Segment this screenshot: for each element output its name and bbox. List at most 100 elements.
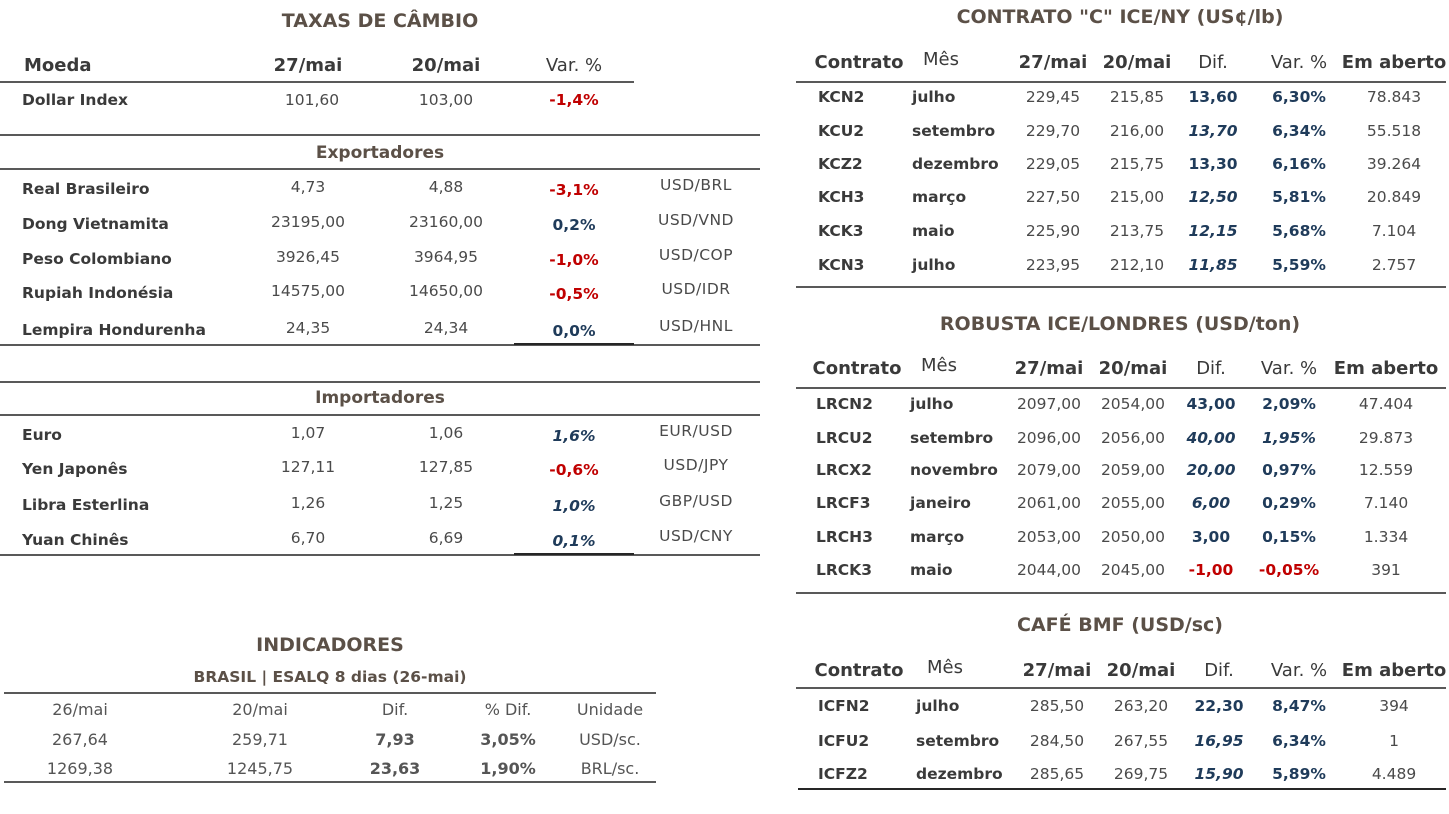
indicadores-header: Dif. (381, 700, 409, 719)
contract-code: LRCH3 (816, 528, 873, 546)
column-header: Var. % (1270, 660, 1328, 681)
contract-code: LRCX2 (816, 461, 872, 479)
value-date-1: 229,45 (1025, 88, 1081, 106)
value-open-interest: 7.104 (1371, 222, 1417, 240)
section-rule (0, 381, 760, 383)
value-date-2: 1,25 (428, 494, 464, 512)
value-date-2: 23160,00 (409, 213, 483, 231)
value-date-1: 24,35 (285, 319, 331, 337)
cambio-title: TAXAS DE CÂMBIO (281, 10, 479, 32)
indicadores-cell: 7,93 (375, 730, 415, 749)
column-header: Mês (927, 657, 963, 678)
column-header: Em aberto (1341, 52, 1447, 73)
value-var: 5,81% (1272, 188, 1326, 206)
currency-pair: GBP/USD (659, 492, 733, 510)
value-date-2: 2059,00 (1100, 461, 1166, 479)
value-var: 5,89% (1272, 765, 1326, 783)
value-date-1: 1,26 (290, 494, 326, 512)
value-date-1: 229,70 (1025, 122, 1081, 140)
value-open-interest: 1 (1389, 732, 1399, 750)
column-header: Contrato (812, 358, 902, 379)
value-date-2: 2050,00 (1100, 528, 1166, 546)
value-date-1: 285,65 (1029, 765, 1085, 783)
value-open-interest: 47.404 (1358, 395, 1414, 413)
indicadores-header: 20/mai (232, 700, 288, 719)
contract-code: ICFZ2 (818, 765, 868, 783)
value-date-1: 284,50 (1029, 732, 1085, 750)
value-var: 2,09% (1262, 395, 1316, 413)
section-rule-accent (514, 553, 634, 555)
indicadores-rule (4, 692, 656, 694)
value-var: 0,1% (552, 532, 596, 550)
value-dif: 6,00 (1191, 494, 1231, 512)
value-date-1: 223,95 (1025, 256, 1081, 274)
importers-title: Importadores (315, 388, 445, 408)
value-date-1: 2061,00 (1016, 494, 1082, 512)
column-header: 20/mai (1098, 358, 1168, 379)
header-moeda: Moeda (24, 55, 92, 76)
indicadores-cell: 3,05% (480, 730, 536, 749)
currency-pair: USD/VND (658, 211, 734, 229)
value-date-1: 6,70 (290, 529, 326, 547)
value-date-2: 215,75 (1109, 155, 1165, 173)
header-rule (796, 81, 1446, 83)
contract-code: KCN3 (818, 256, 865, 274)
indicadores-cell: 1,90% (480, 759, 536, 778)
value-date-2: 24,34 (423, 319, 469, 337)
value-open-interest: 4.489 (1371, 765, 1417, 783)
value-date-2: 4,88 (428, 178, 464, 196)
contract-code: ICFN2 (818, 697, 870, 715)
contract-code: KCH3 (818, 188, 865, 206)
indicadores-cell: 1245,75 (226, 759, 294, 778)
value-date-2: 215,00 (1109, 188, 1165, 206)
indicadores-header: 26/mai (52, 700, 108, 719)
value-var: -1,4% (549, 91, 599, 109)
header-date-1: 27/mai (273, 55, 343, 76)
value-open-interest: 7.140 (1363, 494, 1409, 512)
contract-code: LRCU2 (816, 429, 873, 447)
value-date-2: 3964,95 (413, 248, 479, 266)
value-var: -3,1% (549, 181, 599, 199)
indicadores-cell: 23,63 (369, 759, 421, 778)
robusta-title: ROBUSTA ICE/LONDRES (USD/ton) (939, 313, 1301, 335)
contract-month: setembro (916, 732, 1000, 750)
contract-month: janeiro (910, 494, 971, 512)
currency-name: Rupiah Indonésia (22, 284, 174, 302)
value-date-2: 269,75 (1113, 765, 1169, 783)
currency-name: Peso Colombiano (22, 250, 172, 268)
currency-name: Real Brasileiro (22, 180, 150, 198)
value-var: 0,97% (1262, 461, 1316, 479)
value-date-2: 216,00 (1109, 122, 1165, 140)
column-header: 20/mai (1106, 660, 1176, 681)
bmf-rule (798, 788, 1446, 790)
contract-month: julho (916, 697, 960, 715)
column-header: Contrato (814, 52, 904, 73)
value-date-1: 23195,00 (271, 213, 345, 231)
value-date-2: 14650,00 (409, 282, 483, 300)
value-date-2: 1,06 (428, 424, 464, 442)
value-date-2: 2056,00 (1100, 429, 1166, 447)
contract-month: setembro (912, 122, 996, 140)
currency-pair: USD/BRL (660, 176, 732, 194)
exporters-title: Exportadores (315, 143, 445, 163)
value-dif: 16,95 (1194, 732, 1244, 750)
value-date-2: 267,55 (1113, 732, 1169, 750)
value-date-2: 103,00 (418, 91, 474, 109)
indicadores-header: Unidade (576, 700, 644, 719)
value-date-2: 2054,00 (1100, 395, 1166, 413)
column-header: Dif. (1196, 358, 1226, 379)
section-rule (0, 414, 760, 416)
contract-month: dezembro (912, 155, 999, 173)
value-date-1: 4,73 (290, 178, 326, 196)
value-dif: -1,00 (1188, 561, 1234, 579)
indicadores-cell: BRL/sc. (580, 759, 640, 778)
value-var: 5,59% (1272, 256, 1326, 274)
contrato-c-title: CONTRATO "C" ICE/NY (US¢/lb) (956, 6, 1284, 28)
value-date-1: 2044,00 (1016, 561, 1082, 579)
value-open-interest: 20.849 (1366, 188, 1422, 206)
currency-name: Euro (22, 426, 62, 444)
value-open-interest: 2.757 (1371, 256, 1417, 274)
value-open-interest: 39.264 (1366, 155, 1422, 173)
value-date-2: 263,20 (1113, 697, 1169, 715)
contract-month: dezembro (916, 765, 1003, 783)
